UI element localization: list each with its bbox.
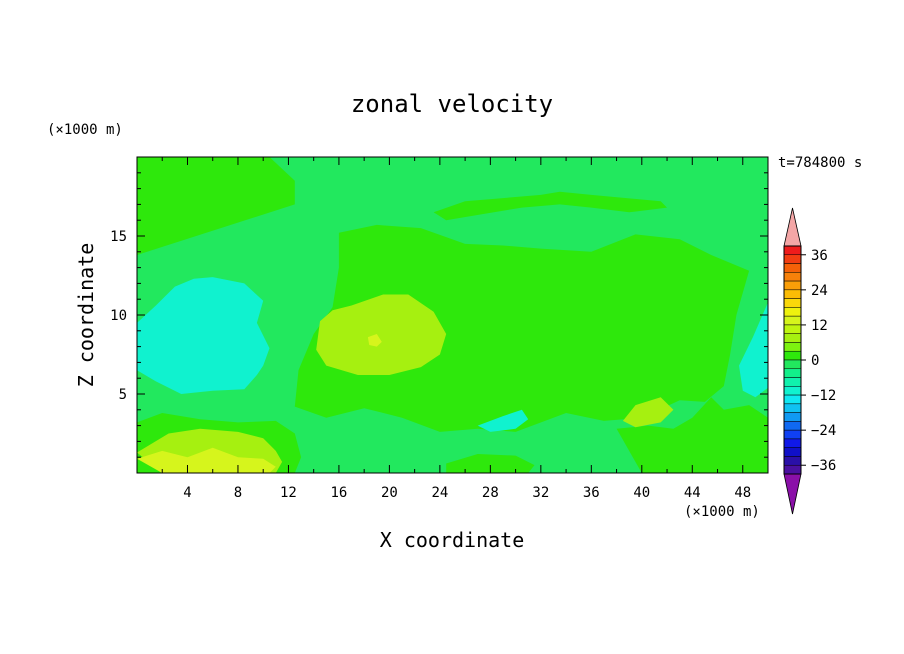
x-axis-ticks: 4 8 12 16 20 24 28 32 36 40 44 48 xyxy=(161,157,769,501)
colorbar-swatch xyxy=(783,438,802,448)
colorbar-label: 24 xyxy=(811,283,828,299)
contour-region-5 xyxy=(446,454,535,473)
x-tick-label: 12 xyxy=(280,485,297,501)
colorbar-swatch xyxy=(783,324,802,334)
x-tick-label: 40 xyxy=(633,485,650,501)
colorbar-swatch xyxy=(783,464,802,475)
colorbar-swatch xyxy=(783,307,802,317)
time-label: t=784800 s xyxy=(778,155,862,171)
colorbar-swatch xyxy=(783,359,802,370)
contour-region-2 xyxy=(433,191,667,221)
x-unit-label: (×1000 m) xyxy=(684,504,760,520)
contour-region-11 xyxy=(137,277,270,394)
y-tick-label: 15 xyxy=(110,229,127,245)
colorbar-label: −36 xyxy=(811,458,836,474)
colorbar-top-arrow xyxy=(783,207,802,247)
colorbar-label: 12 xyxy=(811,318,828,334)
colorbar-swatch xyxy=(783,315,802,326)
colorbar-label: 0 xyxy=(811,353,819,369)
contour-region-0 xyxy=(137,157,295,255)
z-unit-label: (×1000 m) xyxy=(47,122,123,138)
colorbar-swatch xyxy=(783,368,802,378)
colorbar-swatch xyxy=(783,254,802,264)
colorbar-swatch xyxy=(783,421,802,431)
colorbar-swatch xyxy=(783,342,802,352)
colorbar-swatch xyxy=(783,263,802,273)
contour-region-6 xyxy=(316,294,447,375)
contour-region-4 xyxy=(616,397,768,473)
colorbar-swatch xyxy=(783,377,802,387)
y-tick-label: 10 xyxy=(110,308,127,324)
colorbar-swatch xyxy=(783,350,802,361)
x-tick-label: 24 xyxy=(431,485,448,501)
colorbar-label: −24 xyxy=(811,423,836,439)
contour-region-13 xyxy=(477,409,529,432)
colorbar-swatch xyxy=(783,412,802,422)
x-tick-label: 20 xyxy=(381,485,398,501)
colorbar-swatch xyxy=(783,394,802,405)
colorbar-swatch xyxy=(783,272,802,282)
x-tick-label: 28 xyxy=(482,485,499,501)
x-tick-label: 4 xyxy=(183,485,191,501)
chart-title: zonal velocity xyxy=(351,90,553,118)
x-axis-label: X coordinate xyxy=(380,528,525,552)
contour-regions xyxy=(137,157,768,473)
y-tick-label: 5 xyxy=(119,387,127,403)
colorbar-swatch xyxy=(783,386,802,396)
colorbar-swatch xyxy=(783,403,802,413)
colorbar-swatch xyxy=(783,456,802,466)
x-tick-label: 48 xyxy=(734,485,751,501)
x-tick-label: 32 xyxy=(532,485,549,501)
colorbar-label: 36 xyxy=(811,248,828,264)
colorbar-swatch xyxy=(783,280,802,291)
x-tick-label: 36 xyxy=(583,485,600,501)
colorbar-swatch xyxy=(783,245,802,256)
contour-region-1 xyxy=(294,224,750,432)
x-tick-label: 8 xyxy=(234,485,242,501)
x-tick-label: 44 xyxy=(684,485,701,501)
colorbar-swatch xyxy=(783,429,802,440)
y-axis-ticks: 5 10 15 xyxy=(110,172,768,458)
colorbar: 36 24 12 0 −12 −24 −36 xyxy=(783,207,836,515)
contour-region-12 xyxy=(739,302,768,398)
contour-region-7 xyxy=(622,397,674,428)
colorbar-label: −12 xyxy=(811,388,836,404)
y-axis-label: Z coordinate xyxy=(74,243,98,388)
colorbar-swatch xyxy=(783,333,802,343)
contour-plot-area xyxy=(137,157,768,473)
colorbar-swatch xyxy=(783,447,802,457)
contour-region-9 xyxy=(367,334,382,347)
x-tick-label: 16 xyxy=(330,485,347,501)
contour-region-10 xyxy=(137,447,276,473)
colorbar-swatch xyxy=(783,298,802,308)
colorbar-swatch xyxy=(783,289,802,299)
colorbar-bottom-arrow xyxy=(783,473,802,515)
